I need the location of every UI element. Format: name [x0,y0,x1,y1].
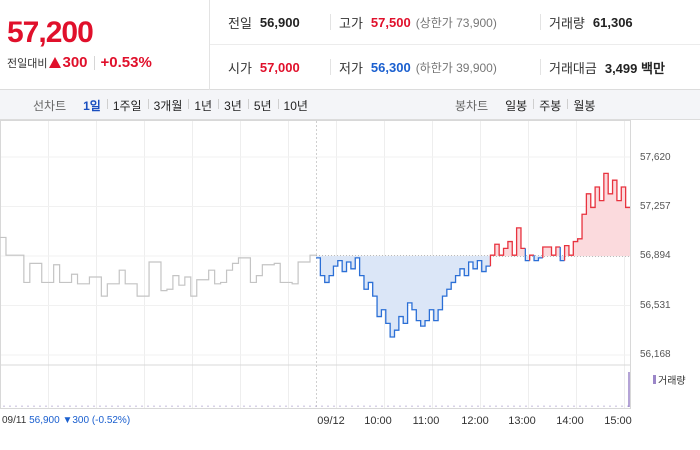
chart-tab-bar: 선차트 1일 1주일 3개월 1년 3년 5년 10년 봉차트 일봉 주봉 월봉 [0,90,700,120]
series-line-up [542,246,561,258]
intraday-chart[interactable]: 57,620 57,257 56,894 56,531 56,168 거래량 0… [0,120,700,450]
lower-limit: (하한가 39,900) [415,60,497,75]
prev-day-date: 09/11 [2,415,27,426]
tab-1year[interactable]: 1년 [188,97,218,114]
y-tick-label: 56,894 [640,250,671,261]
open-cell: 시가 57,000 [228,45,300,90]
volume-label: 거래량 [549,15,585,31]
tab-1week[interactable]: 1주일 [106,97,148,114]
open-label: 시가 [228,61,252,76]
prev-close-cell: 전일 56,900 [228,0,300,45]
series-line-up [529,254,535,261]
current-price: 57,200 [7,16,94,49]
up-triangle-icon [49,57,62,68]
x-tick-label: 11:00 [412,415,440,427]
change-amount: 300 [62,54,88,71]
x-tick-label: 14:00 [556,415,584,427]
prev-close-label: 전일 [228,16,252,31]
trade-value-label: 거래대금 [549,60,597,76]
tab-5year[interactable]: 5년 [247,97,278,114]
area-fill-up [564,173,630,256]
low-value: 56,300 [370,59,411,75]
prev-day-change: ▼300 (-0.52%) [62,415,131,426]
line-chart-title: 선차트 [33,98,67,113]
tab-weekly-candle[interactable]: 주봉 [533,97,567,114]
low-label: 저가 [339,60,363,76]
series-line-previous-day [0,236,316,297]
line-chart-tabs: 선차트 1일 1주일 3개월 1년 3년 5년 10년 [33,90,314,120]
series-line-up [489,227,526,267]
tab-3year[interactable]: 3년 [218,97,248,114]
high-label: 고가 [339,15,363,31]
y-tick-label: 56,531 [640,300,671,311]
change-label: 전일대비 [7,57,48,70]
volume-legend: 거래량 [653,372,686,387]
x-tick-label: 13:00 [508,415,536,427]
prev-day-summary: 09/11 56,900 ▼300 (-0.52%) [2,415,130,426]
change-rate: +0.53% [100,54,152,71]
price-summary: 57,200 전일대비 300 +0.53% [0,0,210,90]
y-tick-label: 57,620 [640,152,671,163]
stock-header: 57,200 전일대비 300 +0.53% 전일 56,900 고가 57,5… [0,0,700,90]
x-tick-label: 15:00 [604,415,632,427]
chart-frame [0,120,631,409]
high-cell: 고가 57,500 (상한가 73,900) [330,14,497,31]
tab-3month[interactable]: 3개월 [147,97,189,114]
price-change-row: 전일대비 300 +0.53% [7,54,152,71]
divider [93,55,95,70]
volume-value: 61,306 [592,14,633,30]
low-cell: 저가 56,300 (하한가 39,900) [330,59,497,76]
open-value: 57,000 [259,60,300,75]
upper-limit: (상한가 73,900) [415,15,497,30]
series-line-down [316,257,491,338]
trade-value-cell: 거래대금 3,499 백만 [540,59,665,76]
price-info-grid: 전일 56,900 고가 57,500 (상한가 73,900) 거래량 61,… [210,0,700,90]
chart-canvas [0,120,631,409]
tab-1day[interactable]: 1일 [83,98,101,113]
series-line-down [533,255,543,262]
candle-chart-tabs: 봉차트 일봉 주봉 월봉 [455,90,601,120]
high-value: 57,500 [370,14,411,30]
x-tick-label: 09/12 [317,415,345,427]
series-line-up [563,172,630,261]
prev-close-value: 56,900 [259,15,300,30]
trade-value-value: 3,499 백만 [604,60,665,76]
volume-legend-label: 거래량 [658,376,686,387]
series-line-down [559,247,565,262]
info-row-1: 전일 56,900 고가 57,500 (상한가 73,900) 거래량 61,… [210,0,700,45]
y-tick-label: 56,168 [640,349,671,360]
area-fill-down [560,256,565,261]
area-fill-down [316,256,491,337]
prev-day-value: 56,900 [29,415,60,426]
area-fill-down [525,256,530,261]
x-tick-label: 10:00 [364,415,392,427]
volume-cell: 거래량 61,306 [540,14,633,31]
x-tick-label: 12:00 [461,415,489,427]
tab-daily-candle[interactable]: 일봉 [505,98,528,113]
candle-chart-title: 봉차트 [455,98,489,113]
y-tick-label: 57,257 [640,201,671,212]
series-line-down [524,248,530,262]
tab-10year[interactable]: 10년 [277,97,314,114]
volume-legend-swatch [653,375,656,384]
tab-monthly-candle[interactable]: 월봉 [567,97,601,114]
info-row-2: 시가 57,000 저가 56,300 (하한가 39,900) 거래대금 3,… [210,45,700,90]
